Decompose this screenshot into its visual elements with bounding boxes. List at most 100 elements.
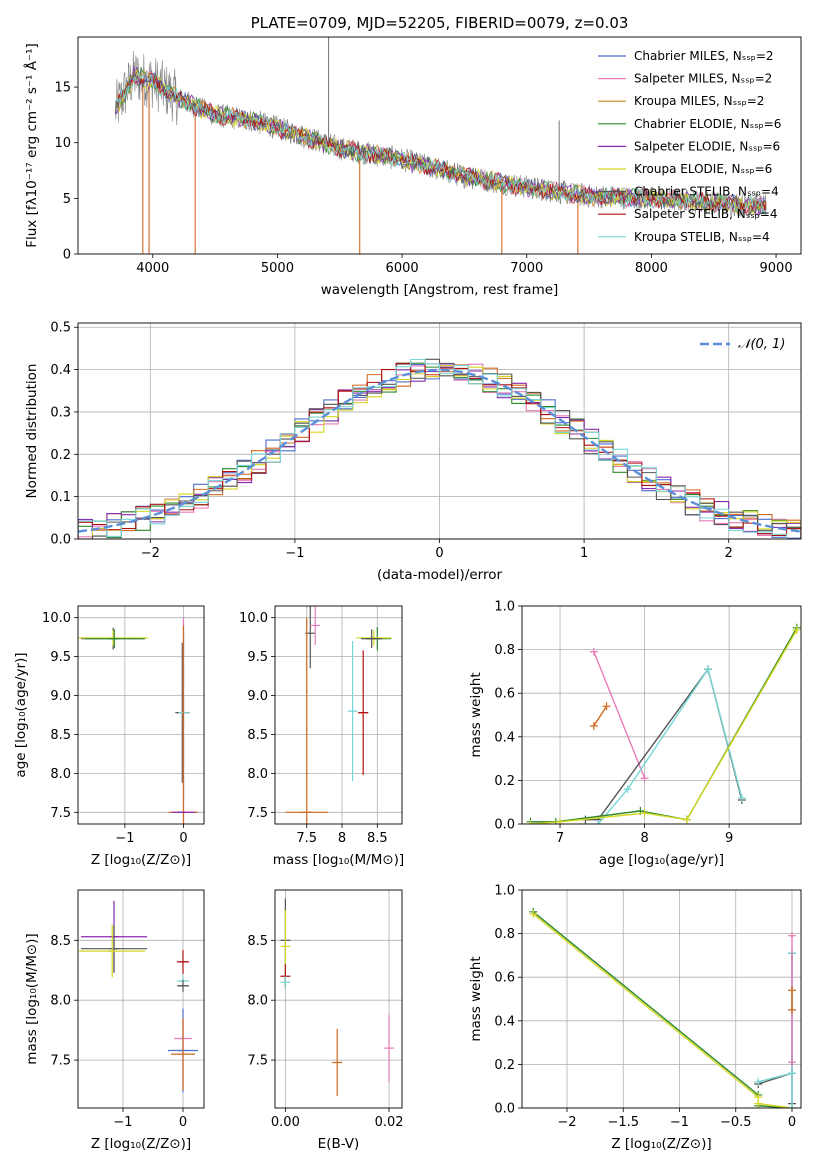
x-tick-label: 7 [556, 831, 564, 846]
residual-histogram [78, 358, 801, 539]
weight-point [754, 1077, 763, 1086]
y-tick-label: 0.0 [494, 1102, 515, 1117]
y-tick-label: 0 [63, 248, 71, 263]
y-tick-label: 8.0 [247, 994, 268, 1009]
legend-label: Kroupa ELODIE, Nₛₛₚ=6 [634, 162, 772, 176]
weight-line [597, 667, 743, 824]
plot-area [285, 606, 392, 824]
y-axis-label: mass weight [468, 672, 484, 757]
y-axis-label: mass [log₁₀(M/M⊙)] [24, 933, 40, 1064]
axes-frame [274, 889, 403, 1109]
x-axis-label: (data-model)/error [377, 567, 503, 583]
axes-frame [521, 889, 802, 1109]
weight-line [758, 953, 793, 1108]
grid-lines [78, 890, 204, 1108]
plot-area [280, 898, 395, 1097]
legend-label: Chabrier MILES, Nₛₛₚ=2 [634, 49, 774, 63]
model-spectrum [114, 72, 767, 216]
axes-frame [274, 605, 403, 825]
y-tick-label: 7.5 [50, 806, 71, 821]
legend-label: Salpeter STELIB, Nₛₛₚ=4 [634, 207, 778, 221]
y-axis-label: age [log₁₀(age/yr)] [13, 652, 29, 777]
weight-point [682, 815, 691, 824]
y-tick-label: 7.5 [247, 806, 268, 821]
y-tick-label: 0.8 [494, 643, 515, 658]
legend-label: Salpeter MILES, Nₛₛₚ=2 [634, 72, 772, 86]
weight-point [594, 820, 603, 824]
x-tick-label: −1 [115, 831, 134, 846]
plot-area [529, 907, 796, 1108]
x-tick-label: −1.5 [607, 1115, 639, 1130]
y-tick-label: 8.0 [50, 994, 71, 1009]
panel-age-vs-mass: 7.5 8 8.5 7.5 8.0 8.5 9.0 9.5 10.0 mass [log₁₀(M/… [239, 605, 404, 868]
plot-area [114, 37, 767, 254]
y-tick-label: 1.0 [494, 600, 515, 615]
y-tick-label: 0.4 [494, 730, 515, 745]
weight-point [640, 809, 649, 818]
weight-point [754, 1099, 763, 1108]
weight-point [529, 909, 538, 918]
y-tick-label: 10.0 [42, 611, 71, 626]
weight-point [589, 721, 598, 730]
weight-point [589, 647, 598, 656]
y-tick-label: 9.5 [50, 650, 71, 665]
weight-point [640, 774, 649, 783]
y-tick-label: 0.0 [50, 533, 71, 548]
x-tick-label: −1 [670, 1115, 689, 1130]
legend-label: Kroupa STELIB, Nₛₛₚ=4 [634, 230, 770, 244]
y-tick-label: 0.4 [494, 1014, 515, 1029]
legend-label: Chabrier ELODIE, Nₛₛₚ=6 [634, 117, 781, 131]
weight-point [556, 817, 565, 824]
legend-label: Salpeter ELODIE, Nₛₛₚ=6 [634, 139, 780, 153]
legend-label: 𝒩(0, 1) [738, 337, 785, 352]
y-tick-label: 8.0 [50, 767, 71, 782]
panel-mass-vs-ebv: 0.00 0.02 7.5 8.0 8.5 E(B-V) [247, 889, 404, 1152]
y-tick-label: 0.3 [50, 405, 71, 420]
plot-area [78, 358, 801, 539]
x-tick-label: 0 [788, 1115, 796, 1130]
weight-point [788, 1058, 796, 1067]
y-tick-label: 8.5 [247, 728, 268, 743]
y-tick-label: 9.5 [247, 650, 268, 665]
x-tick-label: 0 [179, 831, 187, 846]
x-tick-label: 6000 [386, 261, 419, 276]
y-tick-label: 0.2 [50, 448, 71, 463]
x-tick-label: 0 [179, 1115, 187, 1130]
y-tick-label: 10.0 [239, 611, 268, 626]
y-tick-label: 1.0 [494, 884, 515, 899]
y-tick-label: 0.6 [494, 971, 515, 986]
y-tick-label: 0.4 [50, 363, 71, 378]
x-tick-label: −2 [141, 546, 160, 561]
x-axis-label: age [log₁₀(age/yr)] [599, 852, 724, 868]
y-tick-label: 8.5 [50, 728, 71, 743]
y-tick-label: 0.6 [494, 687, 515, 702]
y-tick-label: 8.5 [247, 934, 268, 949]
x-axis-label: Z [log₁₀(Z/Z⊙)] [611, 1136, 711, 1152]
y-tick-label: 0.2 [494, 774, 515, 789]
x-tick-label: 1 [580, 546, 588, 561]
y-axis-label: Normed distribution [24, 364, 40, 499]
weight-line [585, 667, 743, 821]
legend: 𝒩(0, 1) [700, 337, 785, 352]
weight-point [788, 1005, 796, 1014]
x-tick-label: 2 [725, 546, 733, 561]
y-tick-label: 15 [54, 81, 71, 96]
x-tick-label: 0.02 [375, 1115, 404, 1130]
x-axis-label: mass [log₁₀(M/M⊙)] [273, 852, 404, 868]
y-tick-label: 7.5 [50, 1054, 71, 1069]
x-tick-label: −1 [285, 546, 304, 561]
y-tick-label: 0.8 [494, 927, 515, 942]
axes-frame [77, 605, 205, 825]
x-axis-label: E(B-V) [318, 1136, 360, 1152]
y-tick-label: 8.0 [247, 767, 268, 782]
x-tick-label: 8.5 [367, 831, 388, 846]
y-tick-label: 7.5 [247, 1054, 268, 1069]
axes-frame [77, 889, 205, 1109]
weight-line [593, 705, 608, 727]
chart-title: PLATE=0709, MJD=52205, FIBERID=0079, z=0… [251, 14, 629, 32]
weight-point [788, 986, 796, 995]
grid-lines [522, 605, 801, 825]
legend: Chabrier MILES, Nₛₛₚ=2 Salpeter MILES, Nₛ… [598, 49, 781, 244]
y-tick-label: 0.5 [50, 321, 71, 336]
